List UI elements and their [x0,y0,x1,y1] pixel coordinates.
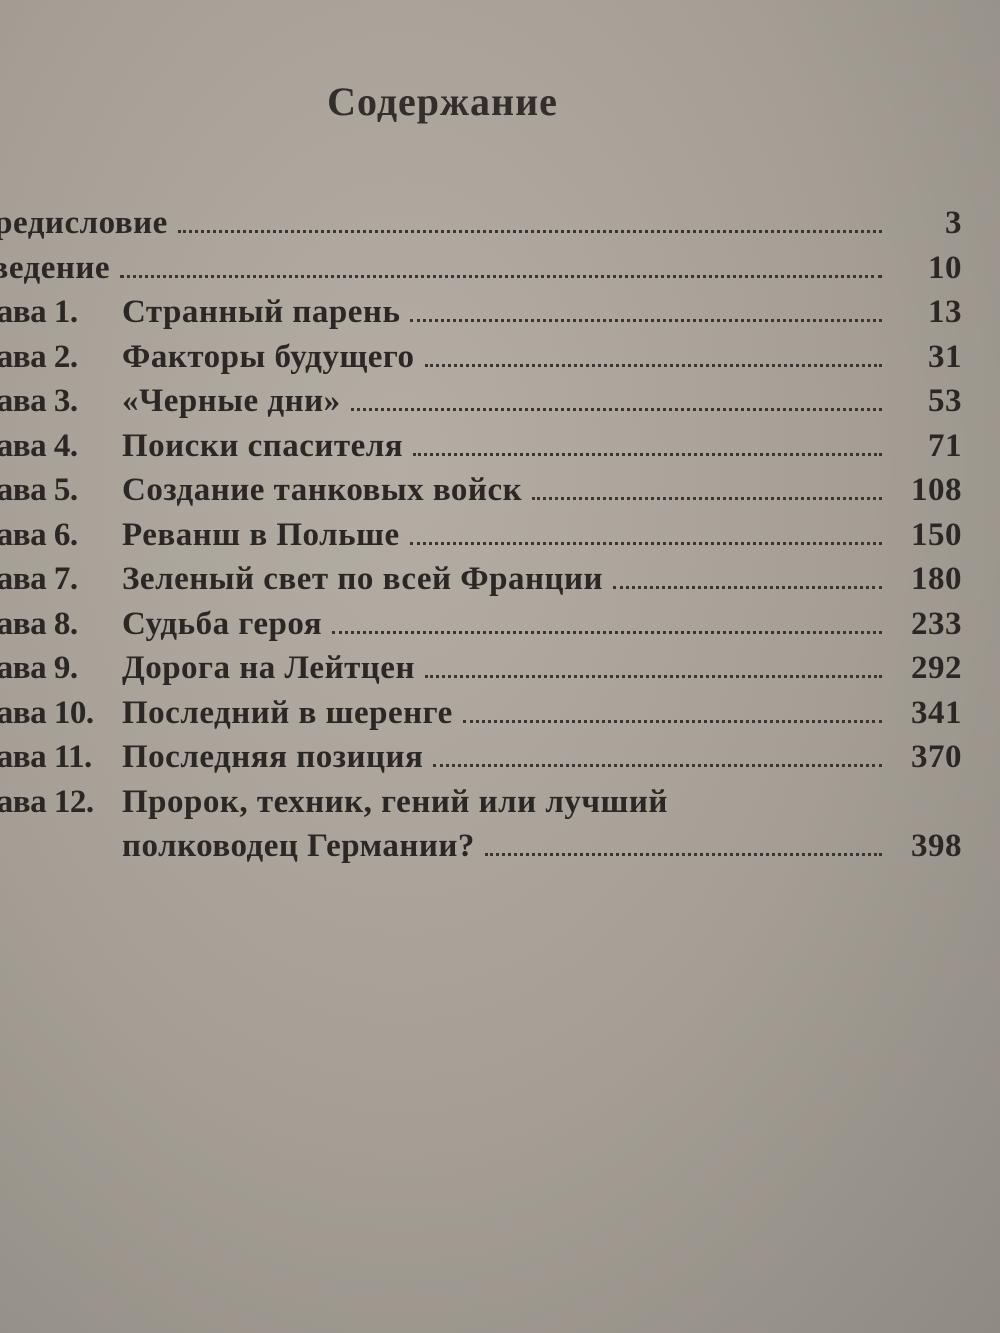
page-number: 71 [928,427,962,464]
entry-title: Пророк, техник, гений или лучший [122,783,668,820]
page-number: 233 [911,605,962,642]
page-number: 398 [911,828,962,864]
leader-dots [532,497,882,500]
entry-title: Реванш в Польше [122,516,400,553]
toc-entry: Глава 9. Дорога на Лейтцен 292 [0,650,962,695]
entry-title: Странный парень [122,294,401,330]
toc-entry: Глава 1. Странный парень 13 [0,294,962,339]
page-number: 13 [928,294,962,330]
entry-title: Создание танковых войск [122,472,523,508]
chapter-label: Глава 2. [0,338,78,375]
leader-dots [424,675,882,678]
page-number: 341 [911,694,962,731]
entry-title: «Черные дни» [122,383,341,419]
page-title: Содержание [327,79,558,124]
toc-entry-preface: Предисловие 3 [0,205,962,250]
chapter-label: Глава 5. [0,472,78,508]
entry-title: Дорога на Лейтцен [122,650,415,686]
toc-entry: Глава 2. Факторы будущего 31 [0,339,962,384]
page-number: 150 [911,516,962,553]
chapter-label: Глава 6. [0,516,78,553]
leader-dots [350,408,882,411]
chapter-label: Глава 10. [0,694,94,731]
leader-dots [462,719,882,723]
leader-dots [613,586,882,589]
page-number: 10 [928,249,962,286]
entry-title: Последний в шеренге [122,694,453,731]
chapter-label: Глава 8. [0,605,78,642]
leader-dots [433,764,882,767]
chapter-label: Глава 11. [0,739,92,775]
page-number: 3 [945,205,962,241]
toc-entry-introduction: Введение 10 [0,250,962,295]
toc-entry: Глава 8. Судьба героя 233 [0,606,962,651]
entry-title: Введение [0,249,111,286]
entry-title: Зеленый свет по всей Франции [122,561,604,597]
page-number: 108 [911,472,962,508]
toc-entry: Глава 10. Последний в шеренге 341 [0,695,962,740]
page-number: 180 [911,561,962,597]
chapter-label: Глава 12. [0,783,94,820]
toc-entry: Глава 11. Последняя позиция 370 [0,739,962,784]
chapter-label: Глава 9. [0,650,78,686]
entry-title: Поиски спасителя [122,427,404,464]
chapter-label: Глава 4. [0,427,78,464]
leader-dots [410,319,882,322]
leader-dots [484,853,882,856]
entry-title: Предисловие [0,205,168,241]
leader-dots [120,274,882,278]
toc-entry-continuation: полководец Германии? 398 [0,828,962,873]
toc-entry: Глава 3. «Черные дни» 53 [0,383,962,428]
page-number: 53 [928,383,962,419]
leader-dots [424,363,882,367]
leader-dots [409,541,882,545]
chapter-label: Глава 7. [0,561,78,597]
chapter-label: Глава 1. [0,294,78,330]
toc-entry: Глава 4. Поиски спасителя 71 [0,428,962,473]
table-of-contents: Предисловие 3 Введение 10 Глава 1. Стран… [0,205,962,873]
leader-dots [177,230,882,233]
page-number: 31 [928,338,962,375]
toc-entry: Глава 6. Реванш в Польше 150 [0,517,962,562]
entry-title-continued: полководец Германии? [122,828,475,864]
toc-entry: Глава 5. Создание танковых войск 108 [0,472,962,517]
page-number: 292 [911,650,962,686]
toc-entry: Глава 12. Пророк, техник, гений или лучш… [0,784,962,829]
leader-dots [332,630,882,634]
entry-title: Факторы будущего [122,338,415,375]
toc-entry: Глава 7. Зеленый свет по всей Франции 18… [0,561,962,606]
entry-title: Судьба героя [122,605,323,642]
chapter-label: Глава 3. [0,383,78,419]
page-number: 370 [911,739,962,775]
entry-title: Последняя позиция [122,739,424,775]
leader-dots [413,452,882,456]
